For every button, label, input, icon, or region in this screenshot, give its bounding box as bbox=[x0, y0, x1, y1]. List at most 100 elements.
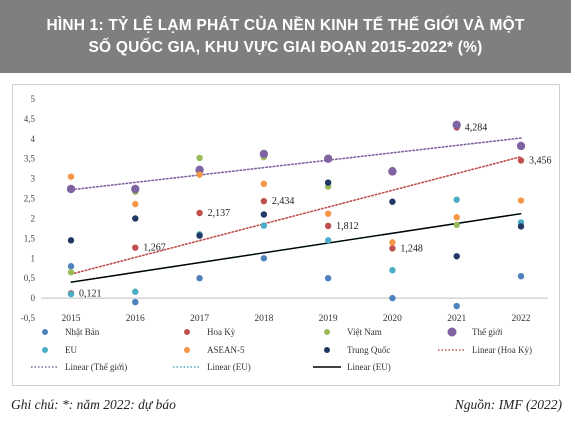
point-series-5 bbox=[196, 171, 203, 178]
point-series-3 bbox=[516, 141, 526, 151]
data-label: 1,267 bbox=[143, 243, 166, 254]
point-series-6 bbox=[196, 232, 203, 239]
chart-title-line-2: SỐ QUỐC GIA, KHU VỰC GIAI ĐOẠN 2015-2022… bbox=[88, 38, 483, 56]
y-tick-label: -0,5 bbox=[21, 313, 36, 323]
point-series-6 bbox=[67, 237, 75, 244]
point-series-1 bbox=[196, 209, 203, 217]
point-series-3 bbox=[259, 149, 269, 159]
scatter-chart: -0,5 0 0,5 1 1,5 2 2,5 3 3,5 4 4,5 5 2015 2016 2017 201… bbox=[21, 94, 552, 372]
legend-marker bbox=[324, 329, 330, 335]
point-series-0 bbox=[67, 263, 75, 270]
point-series-6 bbox=[324, 179, 332, 186]
x-tick-label: 2022 bbox=[512, 314, 531, 324]
source-note: Nguồn: IMF (2022) bbox=[454, 397, 562, 412]
point-series-5 bbox=[453, 214, 460, 221]
legend-label: Linear (Thế giới) bbox=[65, 362, 127, 372]
legend-label: Hoa Kỳ bbox=[207, 327, 236, 337]
point-series-1 bbox=[132, 244, 139, 251]
data-label: 3,456 bbox=[529, 155, 552, 166]
legend-label: Linear (EU) bbox=[347, 362, 391, 372]
point-series-0 bbox=[517, 272, 525, 280]
trendline-0 bbox=[70, 155, 522, 275]
point-series-0 bbox=[132, 298, 139, 306]
legend-label: Thế giới bbox=[472, 327, 503, 337]
point-series-4 bbox=[260, 222, 268, 229]
legend-label: Việt Nam bbox=[347, 327, 382, 337]
x-tick-label: 2016 bbox=[126, 314, 145, 324]
point-series-5 bbox=[517, 197, 525, 204]
legend-label: ASEAN-5 bbox=[207, 345, 245, 355]
legend-marker bbox=[324, 347, 330, 353]
data-label: 4,284 bbox=[465, 123, 488, 134]
y-tick-label: 2 bbox=[31, 213, 36, 223]
point-series-4 bbox=[132, 288, 139, 295]
trendline-3 bbox=[70, 212, 522, 283]
x-tick-label: 2017 bbox=[190, 314, 209, 324]
point-series-5 bbox=[260, 180, 268, 188]
y-tick-label: 4 bbox=[31, 134, 36, 144]
trendline-1 bbox=[70, 137, 522, 191]
legend-marker bbox=[42, 347, 48, 353]
point-series-6 bbox=[260, 211, 268, 218]
point-series-2 bbox=[196, 154, 203, 162]
point-series-6 bbox=[517, 223, 525, 230]
chart-title-bar: HÌNH 1: TỶ LỆ LẠM PHÁT CỦA NỀN KINH TẾ T… bbox=[0, 0, 571, 73]
legend-label: Linear (Hoa Kỳ) bbox=[472, 345, 532, 355]
footnote: Ghi chú: *: năm 2022: dự báo bbox=[11, 397, 176, 412]
point-series-0 bbox=[324, 274, 332, 282]
x-tick-label: 2020 bbox=[383, 314, 402, 324]
y-tick-label: 1 bbox=[31, 253, 36, 263]
point-series-5 bbox=[132, 200, 139, 208]
x-tick-label: 2021 bbox=[447, 314, 466, 324]
chart-area: -0,5 0 0,5 1 1,5 2 2,5 3 3,5 4 4,5 5 2015 2016 2017 201… bbox=[12, 84, 560, 386]
point-series-2 bbox=[67, 269, 75, 276]
data-label: 2,434 bbox=[272, 196, 295, 207]
legend-label: Linear (EU) bbox=[207, 362, 251, 372]
legend-marker bbox=[42, 329, 48, 335]
data-label: 1,812 bbox=[336, 221, 359, 232]
y-tick-label: 0,5 bbox=[24, 273, 36, 283]
point-series-6 bbox=[453, 253, 460, 260]
point-series-0 bbox=[389, 294, 396, 302]
y-tick-label: 3,5 bbox=[24, 154, 36, 164]
data-label: 2,137 bbox=[208, 208, 231, 219]
data-label: 1,248 bbox=[400, 243, 423, 254]
point-series-1 bbox=[260, 197, 268, 205]
point-series-2 bbox=[453, 221, 460, 229]
point-series-4 bbox=[453, 196, 460, 203]
point-series-3 bbox=[131, 184, 140, 194]
point-series-3 bbox=[323, 154, 333, 163]
point-series-0 bbox=[196, 274, 203, 282]
x-tick-label: 2018 bbox=[254, 314, 273, 324]
point-series-5 bbox=[67, 173, 75, 180]
point-series-3 bbox=[452, 120, 461, 130]
point-series-6 bbox=[132, 215, 139, 222]
point-series-1 bbox=[389, 245, 396, 252]
y-tick-label: 3 bbox=[31, 174, 36, 184]
point-series-1 bbox=[517, 157, 525, 164]
point-series-0 bbox=[453, 302, 460, 310]
y-tick-label: 0 bbox=[31, 293, 36, 303]
point-series-4 bbox=[324, 237, 332, 244]
legend-label: EU bbox=[65, 345, 77, 355]
y-tick-label: 4,5 bbox=[24, 114, 36, 124]
point-series-0 bbox=[260, 255, 268, 262]
point-series-3 bbox=[195, 165, 204, 175]
legend-label: Nhật Bản bbox=[65, 327, 100, 337]
x-tick-label: 2015 bbox=[62, 314, 81, 324]
point-series-6 bbox=[389, 198, 396, 205]
data-label: 0,121 bbox=[79, 288, 102, 299]
point-series-4 bbox=[67, 290, 75, 298]
point-series-3 bbox=[388, 167, 397, 176]
point-series-3 bbox=[66, 184, 76, 194]
point-series-5 bbox=[324, 210, 332, 217]
legend-marker bbox=[447, 327, 457, 337]
point-series-1 bbox=[324, 222, 332, 230]
legend-marker bbox=[184, 347, 190, 353]
x-tick-label: 2019 bbox=[319, 314, 338, 324]
point-series-5 bbox=[389, 239, 396, 246]
chart-title-line-1: HÌNH 1: TỶ LỆ LẠM PHÁT CỦA NỀN KINH TẾ T… bbox=[46, 16, 525, 34]
y-tick-label: 1,5 bbox=[24, 233, 36, 243]
y-tick-label: 5 bbox=[31, 94, 36, 104]
y-tick-label: 2,5 bbox=[24, 194, 36, 204]
